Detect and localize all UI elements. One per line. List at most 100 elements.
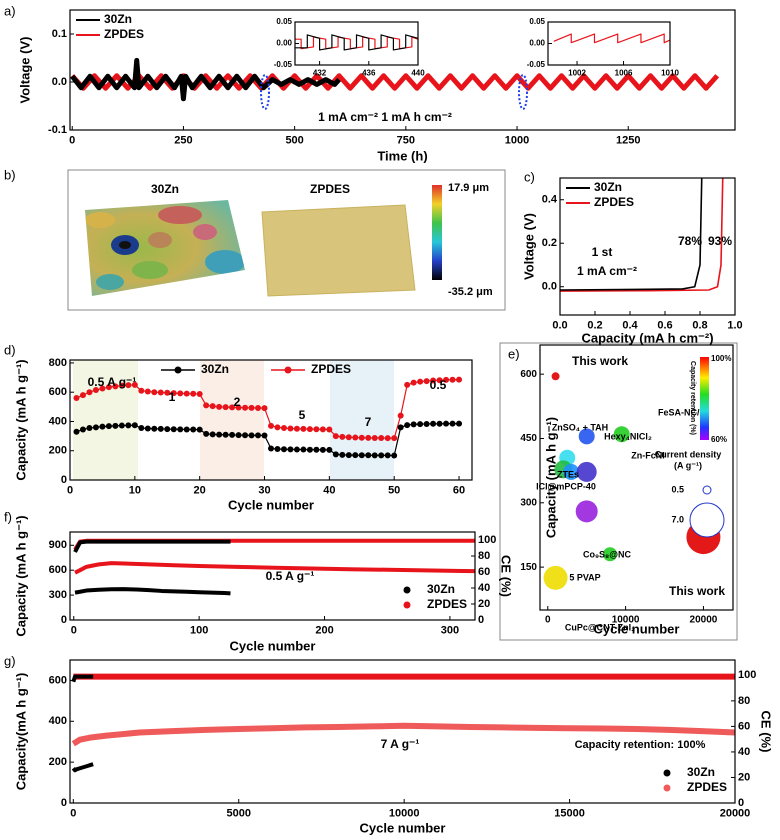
- series-marker: [203, 402, 210, 409]
- x-tick-label: 0: [69, 135, 75, 147]
- series-marker: [339, 433, 346, 440]
- y-tick-label: 800: [49, 357, 67, 369]
- y-tick-label: -0.1: [48, 124, 67, 136]
- bubble-label: This work: [669, 584, 725, 598]
- series-marker: [332, 433, 339, 440]
- x-tick-label: 30: [258, 485, 270, 497]
- series-marker: [397, 412, 404, 419]
- size-legend-label: 0.5: [671, 484, 684, 494]
- bubble-label: ZTEs: [557, 469, 579, 479]
- y-tick-label: 400: [49, 715, 67, 727]
- y2-tick-label: 40: [478, 582, 490, 594]
- series-marker: [287, 446, 294, 453]
- series-marker: [430, 377, 437, 384]
- series-marker: [235, 432, 242, 439]
- x-tick-label: 0: [70, 808, 76, 820]
- y2-tick-label: 20: [738, 771, 750, 783]
- series-marker: [177, 426, 184, 433]
- bubble: [543, 565, 568, 590]
- series-marker: [293, 425, 300, 432]
- series-marker: [430, 420, 437, 427]
- panel-label: c): [524, 169, 535, 184]
- series-marker: [216, 403, 223, 410]
- series-marker: [443, 420, 450, 427]
- plot-border: [294, 21, 419, 66]
- series-line: [73, 539, 231, 553]
- y2-tick-label: 80: [478, 550, 490, 562]
- y-tick-label: 0.0: [542, 281, 557, 293]
- colorbar-label: -35.2 μm: [448, 286, 493, 298]
- x-tick-label: 1006: [615, 69, 633, 78]
- annotation: 93%: [708, 234, 732, 248]
- panel-label: d): [4, 342, 16, 357]
- x-tick-label: 0.0: [552, 320, 567, 332]
- y-tick-label: 0.05: [529, 17, 545, 26]
- bubble: [575, 500, 598, 523]
- y-tick-label: 0.05: [276, 17, 292, 26]
- x-tick-label: 10000: [389, 808, 420, 820]
- x-tick-label: 1002: [568, 69, 586, 78]
- series-marker: [306, 426, 313, 433]
- series-line: [559, 177, 724, 292]
- series-line: [74, 587, 231, 596]
- legend-label: 30Zn: [687, 765, 715, 779]
- x-tick-label: 750: [397, 135, 415, 147]
- x-tick-label: 250: [174, 135, 192, 147]
- series-marker: [365, 434, 372, 441]
- bubble-label: Hexy₄NICl₂: [604, 431, 652, 441]
- colorbar-title: Capacity retention (%): [689, 361, 696, 435]
- bubble-label: Zn-FcNI: [631, 450, 665, 460]
- series-marker: [229, 404, 236, 411]
- y-axis-title: Capacity (mA h g⁻¹): [543, 417, 558, 538]
- series-marker: [235, 404, 242, 411]
- x-tick-label: 1010: [661, 69, 679, 78]
- x-tick-label: 436: [362, 69, 376, 78]
- series-marker: [79, 392, 86, 399]
- series-marker: [157, 425, 164, 432]
- legend-label: 30Zn: [427, 582, 455, 596]
- bubble-label: Co₉S₈@NC: [583, 549, 632, 559]
- series-marker: [319, 426, 326, 433]
- y-axis-title: Voltage (V): [17, 37, 32, 104]
- series-marker: [358, 434, 365, 441]
- series-marker: [131, 381, 138, 388]
- x-axis-title: Cycle number: [230, 638, 316, 653]
- y-tick-label: 150: [520, 562, 537, 573]
- annotation: 0.5 A g⁻¹: [266, 569, 315, 583]
- x-tick-label: 0.6: [657, 320, 672, 332]
- y-axis-title: Capacity(mA h g⁻¹): [13, 673, 28, 791]
- y-tick-label: 300: [49, 589, 67, 601]
- colorbar-label: 17.9 μm: [448, 182, 489, 194]
- x-tick-label: 0.8: [692, 320, 707, 332]
- bubble-label: 5 PVAP: [569, 572, 600, 582]
- series-marker: [371, 435, 378, 441]
- series-marker: [248, 404, 255, 411]
- series-marker: [384, 452, 391, 459]
- plot-border: [69, 659, 736, 804]
- legend-swatch: [284, 366, 292, 374]
- y2-tick-label: 20: [478, 598, 490, 610]
- series-marker: [203, 430, 210, 437]
- colorbar-label: 60%: [711, 435, 727, 444]
- image-label: 30Zn: [151, 182, 179, 196]
- series-marker: [125, 422, 132, 429]
- x-tick-label: 10: [129, 485, 141, 497]
- plot-border: [69, 531, 476, 621]
- y-tick-label: -0.05: [274, 60, 293, 69]
- series-marker: [183, 426, 190, 433]
- y-axis-title: Voltage (V): [521, 213, 536, 280]
- series-marker: [313, 446, 320, 453]
- y-axis-title: Capacity (mA h g⁻¹): [13, 515, 28, 636]
- y-tick-label: 0.00: [276, 39, 292, 48]
- panel-label: f): [4, 509, 12, 524]
- bubble: [551, 372, 560, 381]
- bubble: [603, 547, 618, 562]
- series-marker: [209, 403, 216, 410]
- series-marker: [157, 389, 164, 396]
- series-marker: [345, 452, 352, 459]
- legend-label: ZPDES: [594, 195, 634, 209]
- panel-label: b): [4, 167, 16, 182]
- series-marker: [268, 422, 274, 429]
- series-marker: [352, 434, 359, 441]
